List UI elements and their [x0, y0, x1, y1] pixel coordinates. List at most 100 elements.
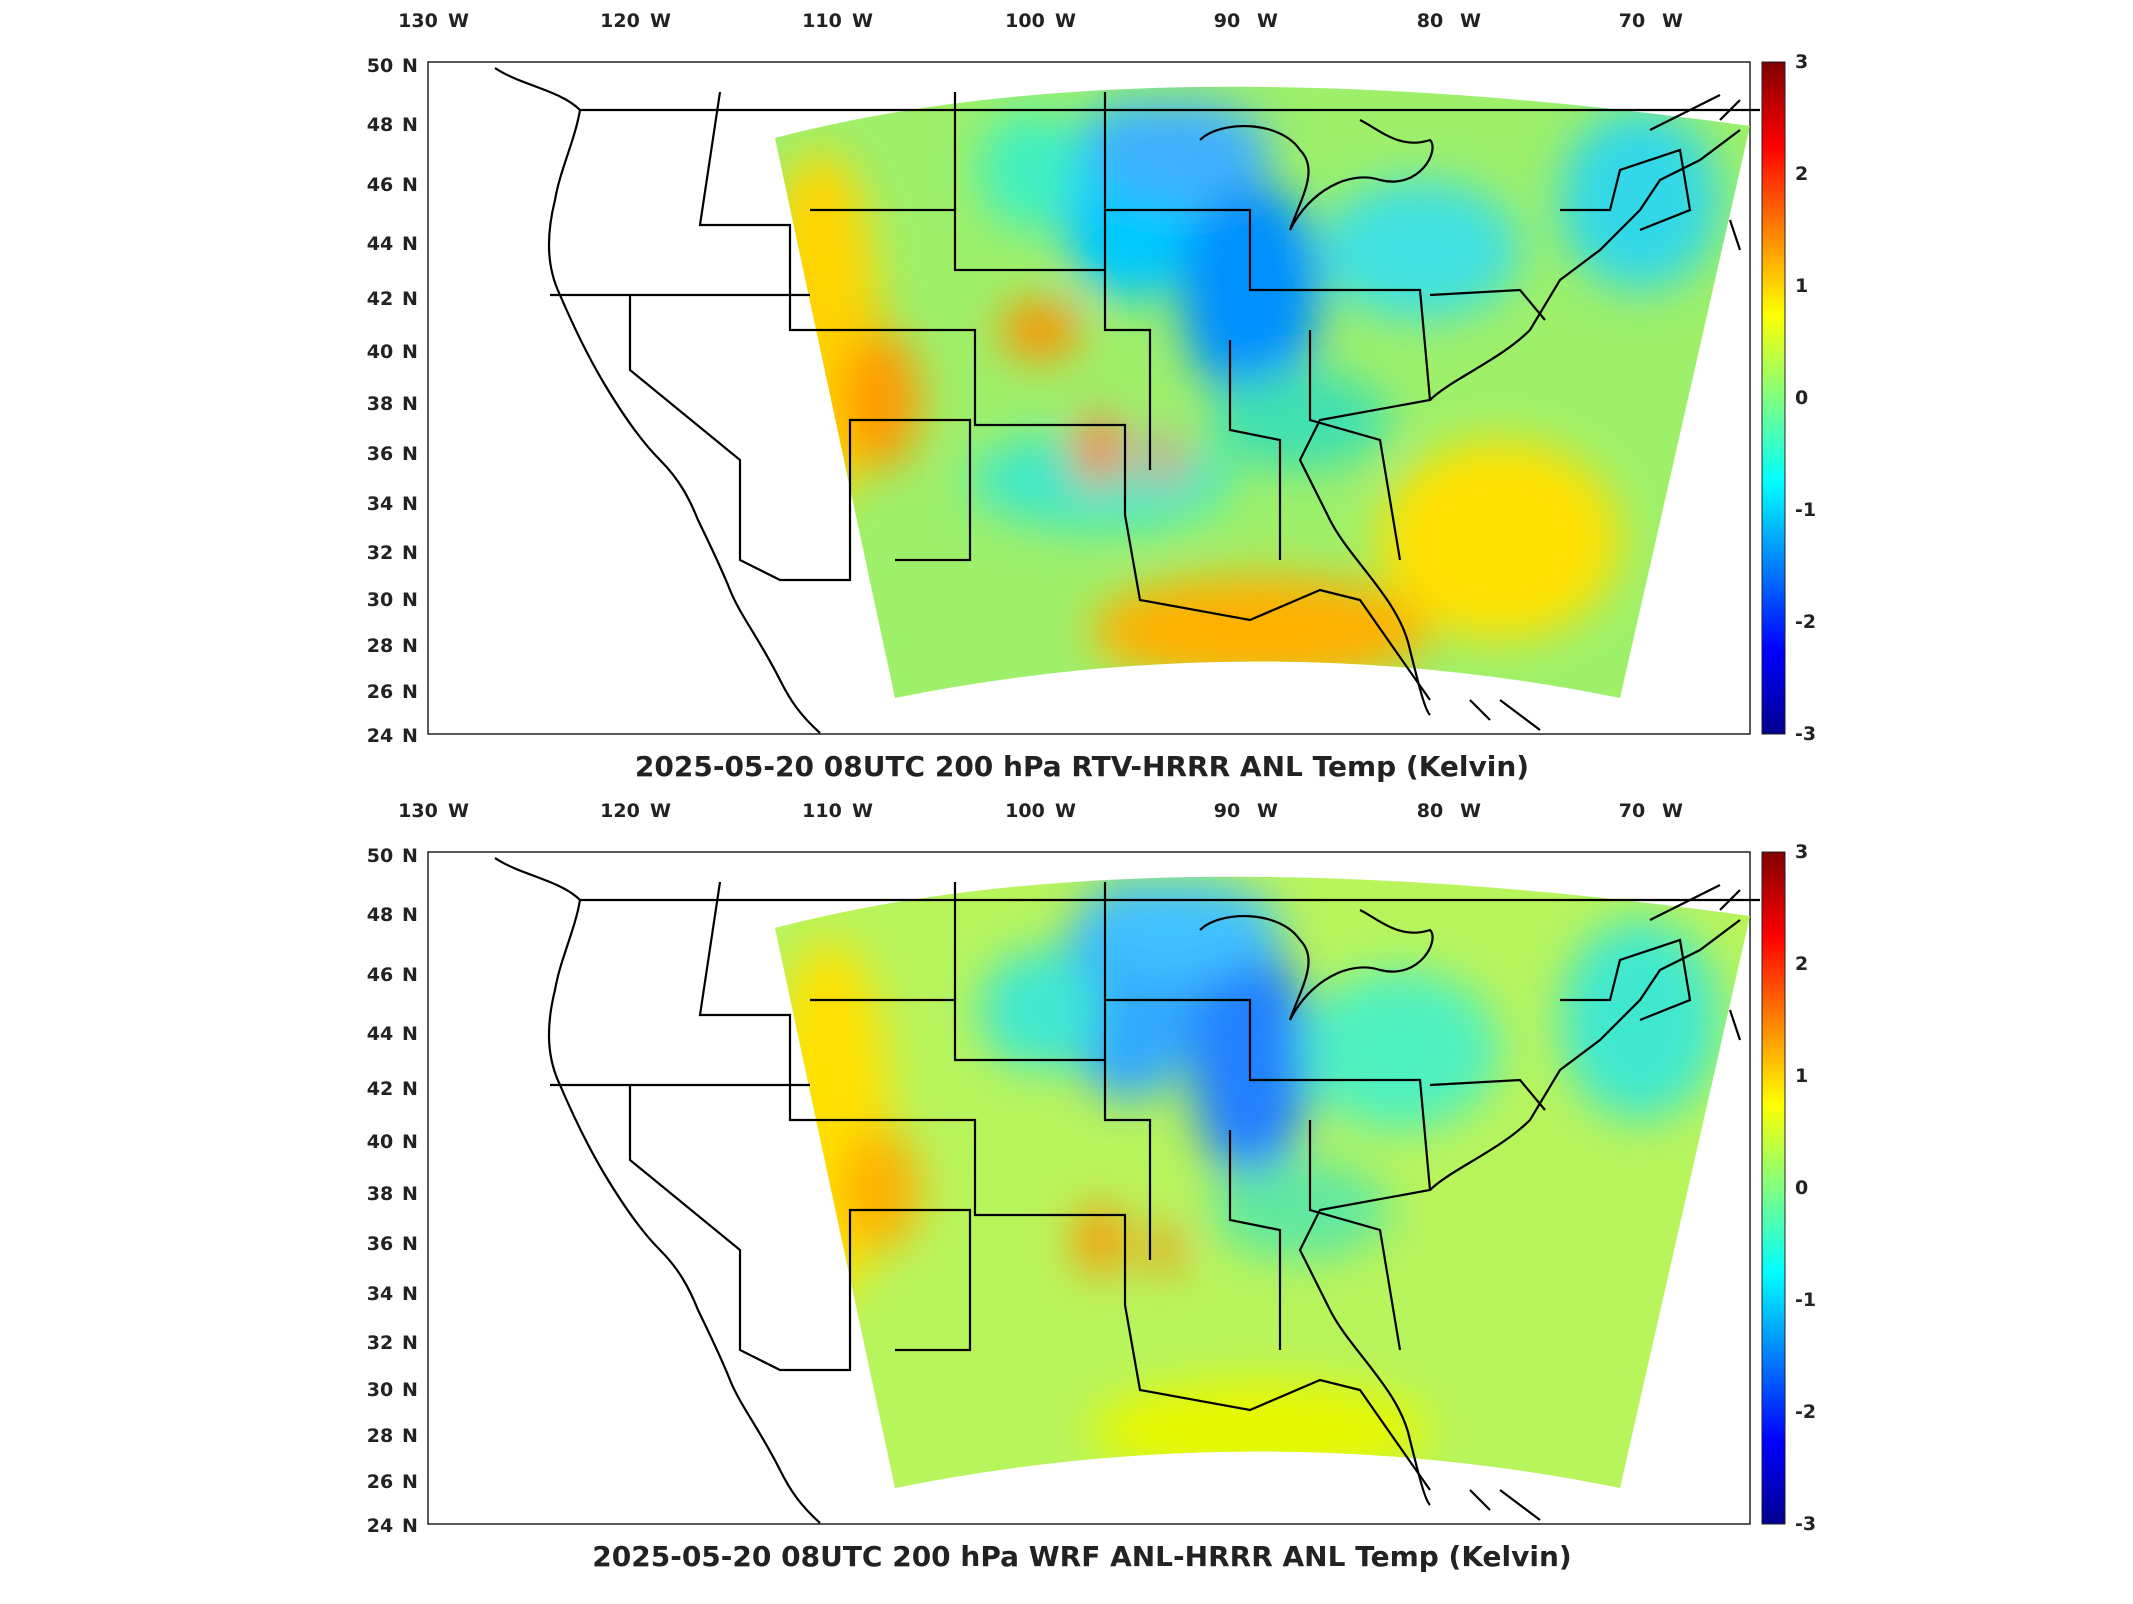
lat-suffix: N [402, 1233, 418, 1255]
colorbar-tick-label: 1 [1795, 1065, 1808, 1087]
colorbar-tick-label: -3 [1795, 1513, 1816, 1535]
colorbar-tick-label: 3 [1795, 51, 1808, 73]
lon-suffix: W [1662, 800, 1683, 822]
colorbar-tick-label: -1 [1795, 499, 1816, 521]
lon-suffix: W [448, 800, 469, 822]
lon-tick-label: 100 [1005, 800, 1045, 822]
lat-tick-label: 44 [367, 1023, 393, 1045]
map-svg-rtv: 130 120 110 100 90 80 70 W W W W W W W 5… [367, 10, 1816, 783]
colorbar-tick-label: -3 [1795, 723, 1816, 745]
lon-tick-label: 90 [1214, 800, 1240, 822]
boundaries [494, 857, 1760, 1524]
lon-suffix: W [650, 10, 671, 32]
lat-axis: 50 48 46 44 42 40 38 36 34 32 30 28 26 2… [367, 55, 418, 747]
lat-suffix: N [402, 493, 418, 515]
boundaries [494, 67, 1760, 734]
lon-suffix: W [448, 10, 469, 32]
map-panel-rtv: 130 120 110 100 90 80 70 W W W W W W W 5… [0, 0, 2133, 800]
lat-tick-label: 26 [367, 681, 393, 703]
lon-tick-label: 100 [1005, 10, 1045, 32]
colorbar [1761, 61, 1786, 735]
lat-tick-label: 44 [367, 233, 393, 255]
lat-suffix: N [402, 725, 418, 747]
lat-tick-label: 48 [367, 904, 393, 926]
lat-tick-label: 34 [367, 493, 393, 515]
lat-tick-label: 38 [367, 393, 393, 415]
lat-suffix: N [402, 393, 418, 415]
map-svg-wrf: 130 120 110 100 90 80 70 W W W W W W W 5… [367, 800, 1816, 1573]
lat-suffix: N [402, 635, 418, 657]
lat-suffix: N [402, 1425, 418, 1447]
lat-tick-label: 38 [367, 1183, 393, 1205]
lat-suffix: N [402, 904, 418, 926]
colorbar-tick-label: 1 [1795, 275, 1808, 297]
lat-suffix: N [402, 443, 418, 465]
lon-suffix: W [650, 800, 671, 822]
lon-axis: 130 120 110 100 90 80 70 W W W W W W W [398, 800, 1683, 822]
lat-suffix: N [402, 1515, 418, 1537]
lat-suffix: N [402, 1471, 418, 1493]
lat-suffix: N [402, 288, 418, 310]
lon-tick-label: 80 [1417, 800, 1443, 822]
lat-suffix: N [402, 114, 418, 136]
lat-tick-label: 50 [367, 55, 393, 77]
lat-tick-label: 48 [367, 114, 393, 136]
lat-tick-label: 28 [367, 635, 393, 657]
lon-tick-label: 130 [398, 10, 438, 32]
colorbar-tick-label: -2 [1795, 611, 1816, 633]
colorbar-tick-label: -1 [1795, 1289, 1816, 1311]
lat-suffix: N [402, 542, 418, 564]
lat-tick-label: 30 [367, 1379, 393, 1401]
colorbar [1761, 851, 1786, 1525]
lat-axis: 50 48 46 44 42 40 38 36 34 32 30 28 26 2… [367, 845, 418, 1537]
colorbar-tick-label: 0 [1795, 387, 1808, 409]
lon-tick-label: 70 [1619, 10, 1645, 32]
lat-suffix: N [402, 1183, 418, 1205]
lon-suffix: W [1460, 800, 1481, 822]
lon-tick-label: 70 [1619, 800, 1645, 822]
lat-tick-label: 36 [367, 1233, 393, 1255]
colorbar-tick-label: 0 [1795, 1177, 1808, 1199]
map-panel-wrf: 130 120 110 100 90 80 70 W W W W W W W 5… [0, 790, 2133, 1600]
colorbar-tick-label: 2 [1795, 163, 1808, 185]
lat-suffix: N [402, 174, 418, 196]
lat-suffix: N [402, 233, 418, 255]
map-title: 2025-05-20 08UTC 200 hPa WRF ANL-HRRR AN… [592, 1540, 1571, 1573]
lat-suffix: N [402, 1332, 418, 1354]
lon-suffix: W [1257, 800, 1278, 822]
colorbar-ticks: 3 2 1 0 -1 -2 -3 [1795, 841, 1816, 1535]
lat-tick-label: 32 [367, 542, 393, 564]
lat-tick-label: 32 [367, 1332, 393, 1354]
lat-tick-label: 34 [367, 1283, 393, 1305]
lat-suffix: N [402, 1131, 418, 1153]
lon-tick-label: 80 [1417, 10, 1443, 32]
lon-tick-label: 120 [600, 800, 640, 822]
colorbar-tick-label: 3 [1795, 841, 1808, 863]
lat-tick-label: 50 [367, 845, 393, 867]
lat-suffix: N [402, 589, 418, 611]
lat-suffix: N [402, 341, 418, 363]
lon-suffix: W [1257, 10, 1278, 32]
map-title: 2025-05-20 08UTC 200 hPa RTV-HRRR ANL Te… [635, 750, 1529, 783]
lat-suffix: N [402, 1379, 418, 1401]
lat-suffix: N [402, 964, 418, 986]
lon-tick-label: 90 [1214, 10, 1240, 32]
lon-tick-label: 110 [802, 10, 842, 32]
lon-tick-label: 130 [398, 800, 438, 822]
lon-suffix: W [852, 10, 873, 32]
lon-suffix: W [1055, 10, 1076, 32]
lat-suffix: N [402, 1078, 418, 1100]
lat-tick-label: 24 [367, 725, 393, 747]
lon-tick-label: 120 [600, 10, 640, 32]
lat-tick-label: 40 [367, 341, 393, 363]
temperature-field [775, 876, 1750, 1489]
colorbar-ticks: 3 2 1 0 -1 -2 -3 [1795, 51, 1816, 745]
lat-tick-label: 26 [367, 1471, 393, 1493]
lon-suffix: W [1662, 10, 1683, 32]
lat-suffix: N [402, 1023, 418, 1045]
lat-tick-label: 30 [367, 589, 393, 611]
lat-tick-label: 42 [367, 1078, 393, 1100]
lon-axis: 130 120 110 100 90 80 70 W W W W W W W [398, 10, 1683, 32]
lon-suffix: W [1055, 800, 1076, 822]
lat-tick-label: 40 [367, 1131, 393, 1153]
